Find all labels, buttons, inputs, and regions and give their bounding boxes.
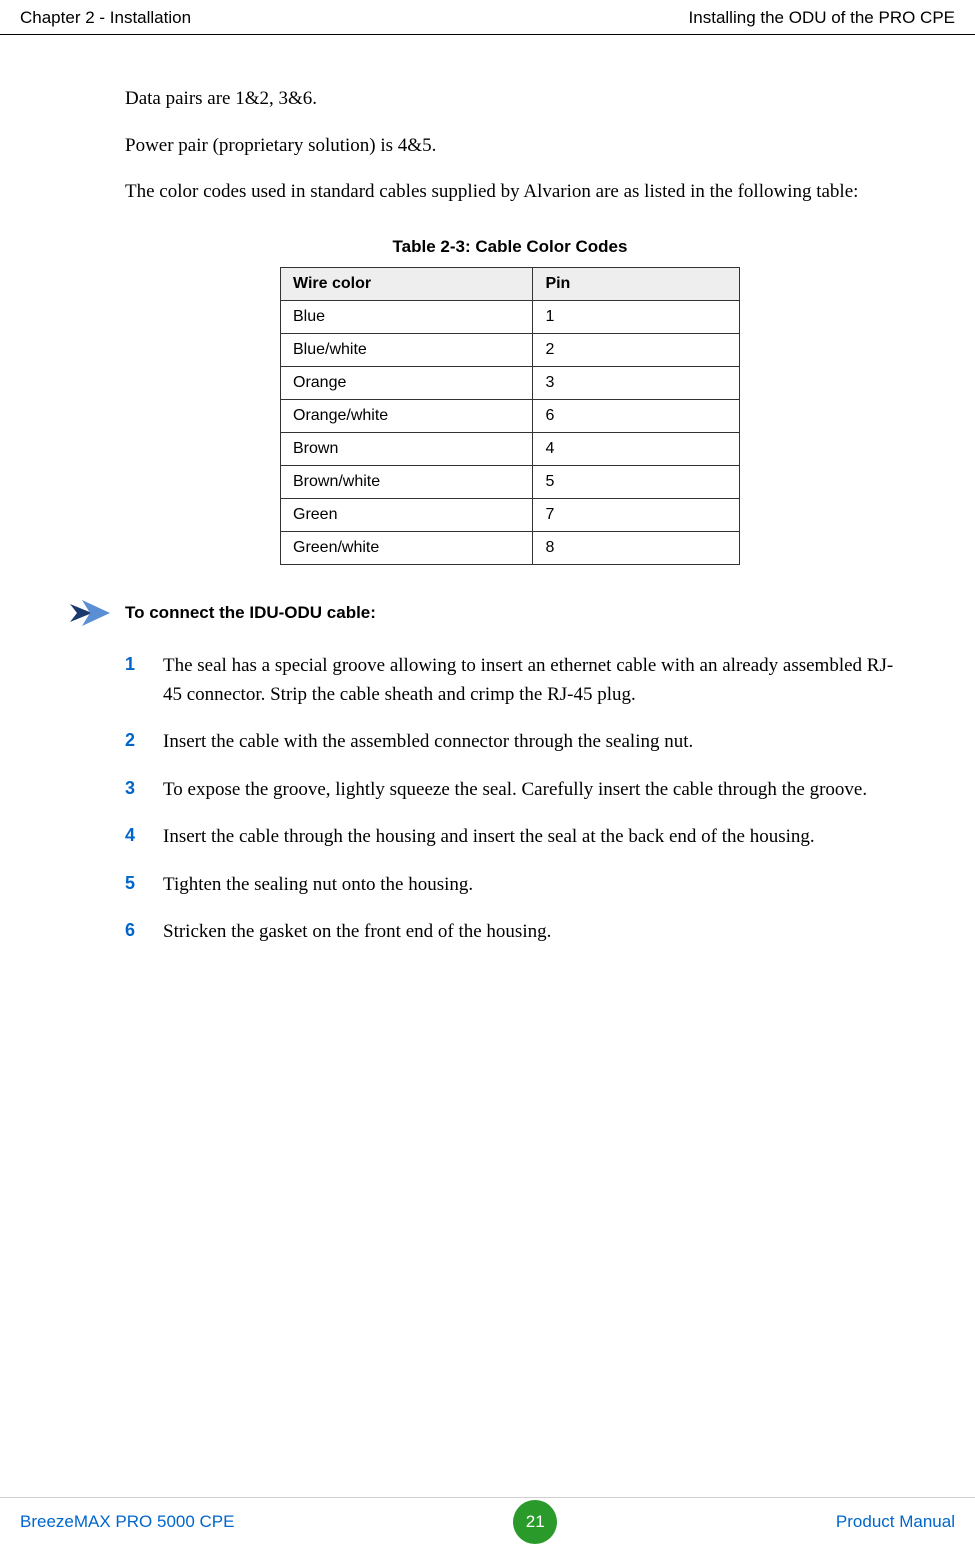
paragraph-color-codes-intro: The color codes used in standard cables … xyxy=(125,178,895,207)
table-row: Blue/white2 xyxy=(281,333,740,366)
step-number: 4 xyxy=(125,822,135,850)
cell-color: Orange xyxy=(281,366,533,399)
footer-product: BreezeMAX PRO 5000 CPE xyxy=(20,1512,234,1532)
cell-pin: 1 xyxy=(533,300,740,333)
cell-pin: 5 xyxy=(533,465,740,498)
list-item: 3 To expose the groove, lightly squeeze t… xyxy=(125,775,895,804)
step-number: 6 xyxy=(125,917,135,945)
list-item: 5 Tighten the sealing nut onto the housin… xyxy=(125,870,895,899)
cable-color-table: Wire color Pin Blue1 Blue/white2 Orange3… xyxy=(280,267,740,565)
procedure-title: To connect the IDU-ODU cable: xyxy=(125,603,376,623)
procedure-steps: 1 The seal has a special groove allowing … xyxy=(125,651,895,947)
table-header-wire: Wire color xyxy=(281,267,533,300)
step-text: Insert the cable with the assembled conn… xyxy=(163,731,693,752)
step-text: Insert the cable through the housing and… xyxy=(163,826,815,847)
table-caption: Table 2-3: Cable Color Codes xyxy=(125,237,895,257)
step-number: 3 xyxy=(125,775,135,803)
table-header-row: Wire color Pin xyxy=(281,267,740,300)
table-row: Green/white8 xyxy=(281,531,740,564)
paragraph-data-pairs: Data pairs are 1&2, 3&6. xyxy=(125,85,895,114)
cell-pin: 7 xyxy=(533,498,740,531)
page-footer: BreezeMAX PRO 5000 CPE 21 Product Manual xyxy=(0,1497,975,1545)
page-number-badge: 21 xyxy=(513,1500,557,1544)
table-row: Orange3 xyxy=(281,366,740,399)
arrow-icon xyxy=(70,600,110,626)
step-text: To expose the groove, lightly squeeze th… xyxy=(163,779,867,800)
table-row: Brown4 xyxy=(281,432,740,465)
cell-color: Green xyxy=(281,498,533,531)
table-row: Brown/white5 xyxy=(281,465,740,498)
step-number: 2 xyxy=(125,727,135,755)
list-item: 2 Insert the cable with the assembled con… xyxy=(125,727,895,756)
table-row: Blue1 xyxy=(281,300,740,333)
list-item: 4 Insert the cable through the housing an… xyxy=(125,822,895,851)
page-content: Data pairs are 1&2, 3&6. Power pair (pro… xyxy=(0,35,975,947)
footer-manual: Product Manual xyxy=(836,1512,955,1532)
step-text: The seal has a special groove allowing t… xyxy=(163,655,893,705)
step-text: Tighten the sealing nut onto the housing… xyxy=(163,874,473,895)
cell-pin: 4 xyxy=(533,432,740,465)
procedure-header: To connect the IDU-ODU cable: xyxy=(70,600,895,626)
cell-pin: 6 xyxy=(533,399,740,432)
header-section: Installing the ODU of the PRO CPE xyxy=(689,8,955,28)
cell-color: Blue xyxy=(281,300,533,333)
cell-color: Brown xyxy=(281,432,533,465)
step-number: 5 xyxy=(125,870,135,898)
cell-color: Green/white xyxy=(281,531,533,564)
table-row: Orange/white6 xyxy=(281,399,740,432)
paragraph-power-pair: Power pair (proprietary solution) is 4&5… xyxy=(125,132,895,161)
cell-pin: 8 xyxy=(533,531,740,564)
step-text: Stricken the gasket on the front end of … xyxy=(163,921,551,942)
list-item: 6 Stricken the gasket on the front end of… xyxy=(125,917,895,946)
step-number: 1 xyxy=(125,651,135,679)
cell-color: Orange/white xyxy=(281,399,533,432)
list-item: 1 The seal has a special groove allowing … xyxy=(125,651,895,710)
header-chapter: Chapter 2 - Installation xyxy=(20,8,191,28)
page-header: Chapter 2 - Installation Installing the … xyxy=(0,0,975,35)
cell-color: Brown/white xyxy=(281,465,533,498)
cell-pin: 3 xyxy=(533,366,740,399)
cell-color: Blue/white xyxy=(281,333,533,366)
cell-pin: 2 xyxy=(533,333,740,366)
table-header-pin: Pin xyxy=(533,267,740,300)
table-container: Table 2-3: Cable Color Codes Wire color … xyxy=(125,237,895,565)
table-row: Green7 xyxy=(281,498,740,531)
